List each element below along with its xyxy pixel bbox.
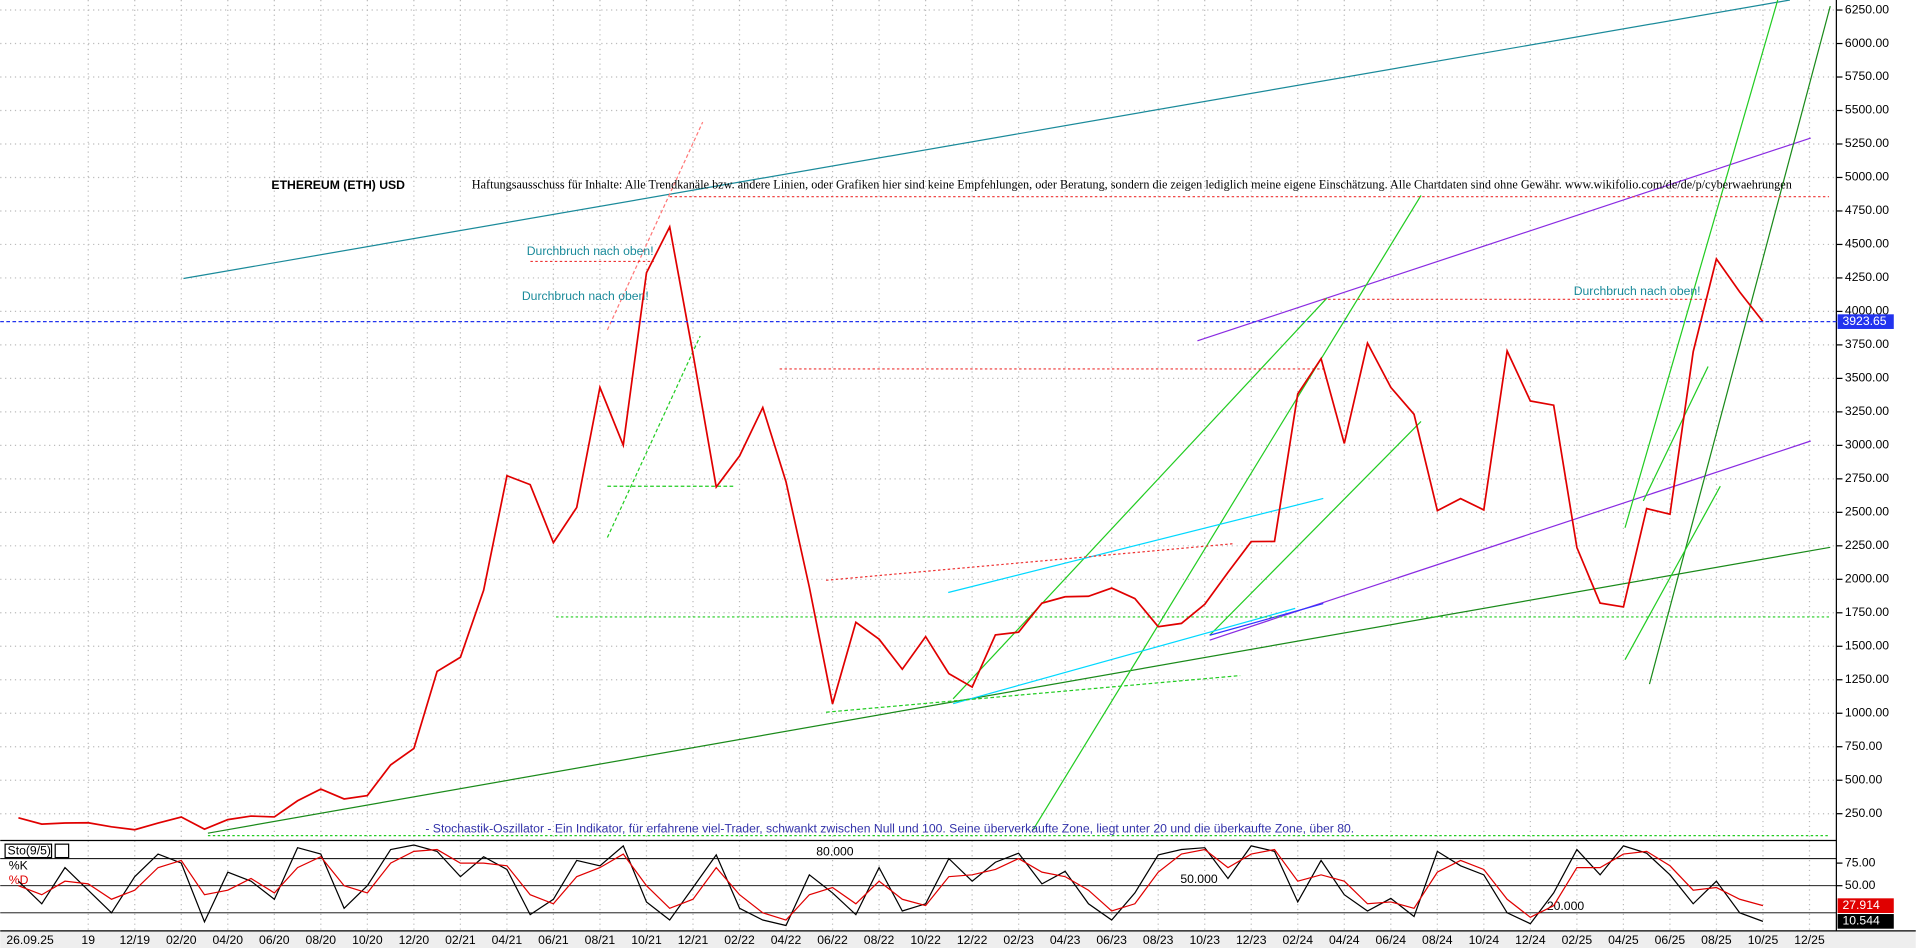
series-line <box>18 848 1764 921</box>
x-tick-label: 12/20 <box>399 933 430 947</box>
x-tick-label: 04/25 <box>1608 933 1639 947</box>
x-tick-label: 12/21 <box>678 933 709 947</box>
x-tick-label: 10/23 <box>1189 933 1220 947</box>
x-tick-label: 04/21 <box>492 933 523 947</box>
value-box <box>1837 914 1894 929</box>
x-tick-label: 06/25 <box>1655 933 1686 947</box>
x-tick-label: 10/22 <box>910 933 941 947</box>
y-tick-label: 1250.00 <box>1845 672 1889 686</box>
x-tick-label: 04/20 <box>213 933 244 947</box>
x-tick-label: 06/21 <box>538 933 569 947</box>
y-tick-label: 3000.00 <box>1845 438 1889 452</box>
x-tick-label: 06/24 <box>1376 933 1407 947</box>
y-tick-label: 5500.00 <box>1845 103 1889 117</box>
annotation: Durchbruch nach oben! <box>1574 284 1701 298</box>
disclaimer: Haftungsausschuss für Inhalte: Alle Tren… <box>472 177 1792 191</box>
y-tick-label: 250.00 <box>1845 806 1883 820</box>
y-tick-label: 5000.00 <box>1845 170 1889 184</box>
x-tick-label: 12/22 <box>957 933 988 947</box>
value-box <box>1837 898 1894 913</box>
x-tick-label: 02/23 <box>1003 933 1034 947</box>
y-tick-label: 1750.00 <box>1845 605 1889 619</box>
indicator-note: - Stochastik-Oszillator - Ein Indikator,… <box>425 822 1354 836</box>
x-tick-label: 12/24 <box>1515 933 1546 947</box>
trend-lines <box>183 0 1831 837</box>
price-box <box>1837 314 1894 329</box>
y-tick-label: 75.00 <box>1845 855 1876 869</box>
x-tick-label: 10/25 <box>1748 933 1779 947</box>
y-tick-label: 500.00 <box>1845 772 1883 786</box>
y-tick-label: 4500.00 <box>1845 237 1889 251</box>
y-tick-label: 5250.00 <box>1845 136 1889 150</box>
y-tick-label: 50.00 <box>1845 878 1876 892</box>
add-button[interactable] <box>54 843 70 859</box>
date-stamp: 26.09.25 <box>6 933 54 947</box>
x-tick-label: 04/22 <box>771 933 802 947</box>
x-tick-label: 10/20 <box>352 933 383 947</box>
y-tick-label: 3500.00 <box>1845 371 1889 385</box>
x-tick-label: 19 <box>81 933 95 947</box>
current-value: 10.544 <box>1842 914 1880 928</box>
x-tick-label: 02/21 <box>445 933 476 947</box>
x-tick-label: 12/19 <box>119 933 150 947</box>
y-tick-label: 4250.00 <box>1845 270 1889 284</box>
y-tick-label: 5750.00 <box>1845 69 1889 83</box>
x-tick-label: 02/24 <box>1282 933 1313 947</box>
current-price: 3923.65 <box>1842 314 1886 328</box>
x-tick-label: 06/20 <box>259 933 290 947</box>
annotation: Durchbruch nach oben! <box>527 244 654 258</box>
y-tick-label: 1500.00 <box>1845 638 1889 652</box>
x-tick-label: 12/23 <box>1236 933 1267 947</box>
annotation: Durchbruch nach oben! <box>522 289 649 303</box>
y-tick-label: 3750.00 <box>1845 337 1889 351</box>
x-tick-label: 02/22 <box>724 933 755 947</box>
level-label: 80.000 <box>816 845 854 859</box>
y-tick-label: 1000.00 <box>1845 705 1889 719</box>
x-tick-label: 10/21 <box>631 933 662 947</box>
x-tick-label: 10/24 <box>1469 933 1500 947</box>
indicator-title: Sto(9/5) <box>8 844 51 858</box>
x-tick-label: 08/24 <box>1422 933 1453 947</box>
x-tick-label: 02/20 <box>166 933 197 947</box>
current-value: 27.914 <box>1842 898 1880 912</box>
level-label: 50.000 <box>1180 872 1218 886</box>
x-tick-label: 08/23 <box>1143 933 1174 947</box>
chart-title: ETHEREUM (ETH) USD <box>271 178 405 192</box>
x-tick-label: 08/22 <box>864 933 895 947</box>
y-tick-label: 2000.00 <box>1845 572 1889 586</box>
x-tick-label: 06/23 <box>1096 933 1127 947</box>
x-axis-band <box>0 930 1916 948</box>
x-tick-label: 08/25 <box>1701 933 1732 947</box>
y-tick-label: 750.00 <box>1845 739 1883 753</box>
series-line <box>18 844 1764 927</box>
series-line <box>18 224 1764 831</box>
x-tick-label: 04/24 <box>1329 933 1360 947</box>
x-tick-label: 08/20 <box>306 933 337 947</box>
y-tick-label: 4000.00 <box>1845 304 1889 318</box>
x-tick-label: 02/25 <box>1562 933 1593 947</box>
x-tick-label: 06/22 <box>817 933 848 947</box>
y-tick-label: 2250.00 <box>1845 538 1889 552</box>
x-tick-label: 04/23 <box>1050 933 1081 947</box>
y-tick-label: 2500.00 <box>1845 505 1889 519</box>
x-tick-label: 12/25 <box>1794 933 1825 947</box>
y-tick-label: 2750.00 <box>1845 471 1889 485</box>
legend-entry: %D <box>9 873 29 887</box>
y-tick-label: 6000.00 <box>1845 36 1889 50</box>
indicator-box <box>4 843 53 859</box>
x-tick-label: 08/21 <box>585 933 616 947</box>
legend-entry: %K <box>9 858 28 872</box>
y-tick-label: 4750.00 <box>1845 203 1889 217</box>
y-tick-label: 3250.00 <box>1845 404 1889 418</box>
y-tick-label: 6250.00 <box>1845 2 1889 16</box>
